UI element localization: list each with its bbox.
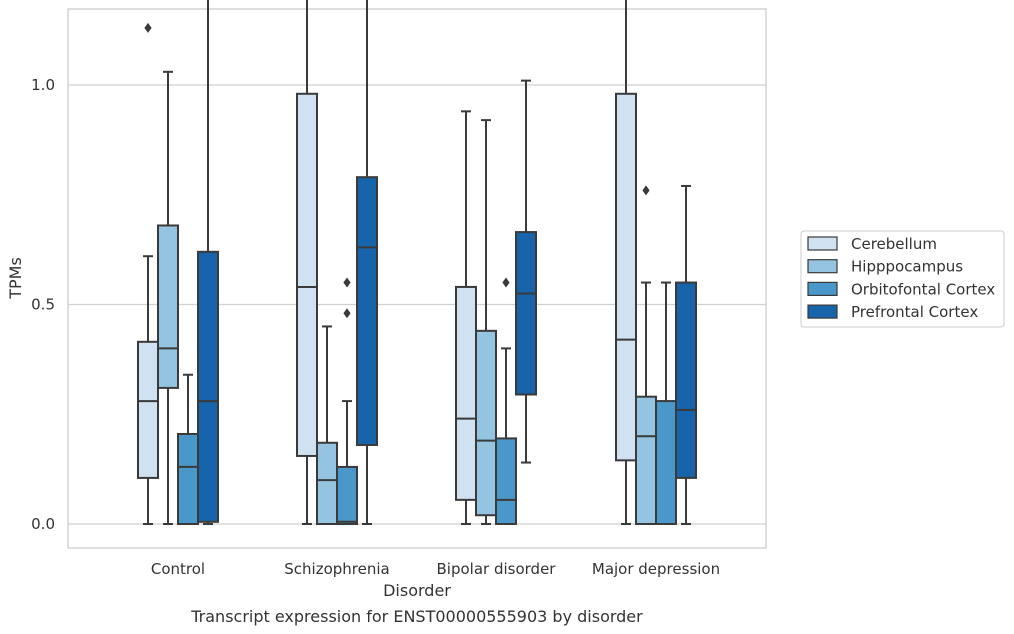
legend-swatch (807, 304, 838, 319)
x-tick-label: Schizophrenia (284, 560, 389, 578)
box (475, 119, 497, 525)
box (356, 0, 378, 525)
box (515, 79, 537, 464)
y-axis-label: TPMs (6, 257, 25, 300)
outlier-point (502, 277, 510, 288)
box-body (137, 340, 159, 479)
series-cerebellum (137, 0, 637, 525)
box-body (495, 437, 517, 525)
legend-frame (800, 230, 1005, 328)
box-body (655, 400, 677, 525)
box-body (475, 329, 497, 517)
box (316, 325, 338, 525)
box (655, 281, 677, 525)
y-tick-labels: 0.00.51.01.52.0 (31, 76, 55, 533)
chart-caption: Transcript expression for ENST0000055590… (190, 607, 643, 626)
box-body (157, 224, 179, 389)
box-body (615, 92, 637, 462)
box (137, 22, 159, 525)
legend-swatch (807, 236, 838, 251)
x-tick-label: Control (151, 560, 205, 578)
box-body (356, 176, 378, 446)
box (336, 277, 358, 525)
x-tick-labels: Control Schizophrenia Bipolar disorder Majo… (151, 560, 720, 578)
legend: Cerebellum Hipppocampus Orbitofontal Corte… (800, 230, 1005, 328)
box (177, 373, 199, 526)
legend-label: Cerebellum (851, 235, 937, 253)
y-tick-label: 0.5 (31, 296, 55, 314)
legend-label: Orbitofontal Cortex (851, 280, 995, 298)
box-body (635, 395, 657, 525)
box-body (675, 281, 697, 479)
box-body (316, 441, 338, 525)
y-tick-label: 1.0 (31, 76, 55, 94)
legend-swatch (807, 281, 838, 296)
outlier-point (343, 308, 351, 319)
series-orbitofontal-cortex (177, 277, 677, 526)
box (197, 0, 219, 525)
outlier-point (642, 185, 650, 196)
box (296, 0, 318, 525)
box (675, 184, 697, 525)
box-body (336, 465, 358, 525)
box (495, 277, 517, 525)
series-prefrontal-cortex (197, 0, 697, 525)
box (615, 0, 637, 525)
y-tick-label: 0.0 (31, 515, 55, 533)
box-body (515, 231, 537, 396)
box-body (177, 433, 199, 526)
x-tick-label: Bipolar disorder (437, 560, 557, 578)
outlier-point (343, 277, 351, 288)
legend-label: Hipppocampus (851, 258, 963, 276)
x-tick-label: Major depression (592, 560, 720, 578)
legend-swatch (807, 259, 838, 274)
box-series (137, 0, 697, 526)
outlier-point (144, 22, 152, 33)
box (157, 70, 179, 525)
box-body (197, 250, 219, 523)
legend-label: Prefrontal Cortex (851, 303, 978, 321)
series-hipppocampus (157, 70, 657, 525)
box-body (455, 285, 477, 501)
box-body (296, 92, 318, 457)
x-axis-label: Disorder (383, 581, 451, 600)
